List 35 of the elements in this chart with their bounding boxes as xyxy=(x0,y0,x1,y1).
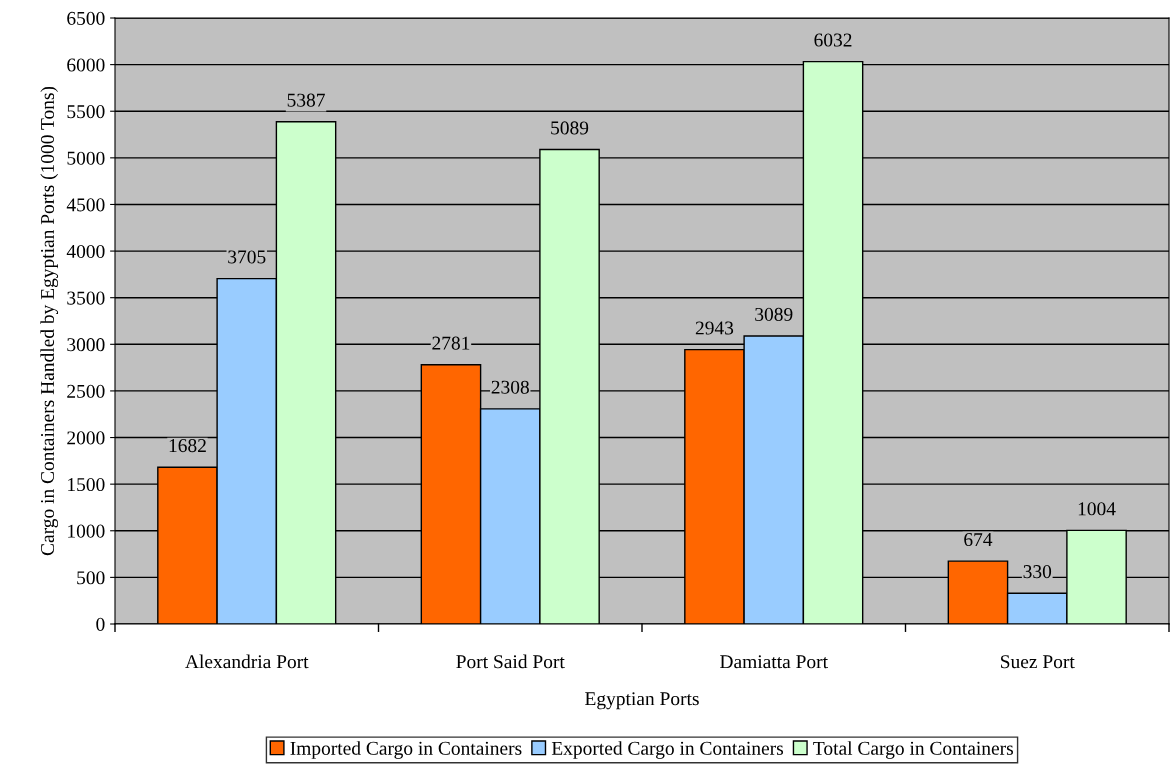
x-tick-label: Damiatta Port xyxy=(720,655,828,669)
data-label: 6032 xyxy=(814,33,852,47)
x-axis-title: Egyptian Ports xyxy=(585,692,699,710)
data-label: 2943 xyxy=(695,321,734,335)
y-tick-label: 4500 xyxy=(66,198,105,212)
y-tick-label: 500 xyxy=(77,571,105,585)
y-tick-label: 2000 xyxy=(67,431,105,445)
x-tick-label: Port Said Port xyxy=(456,654,565,669)
y-tick-label: 1500 xyxy=(68,477,105,492)
data-label: 2308 xyxy=(491,380,529,394)
y-tick-label: 5500 xyxy=(67,105,105,119)
data-label: 1004 xyxy=(1078,502,1116,516)
data-label: 3089 xyxy=(755,307,793,321)
data-label: 5089 xyxy=(551,121,589,135)
y-axis-title: Cargo in Containers Handled by Egyptian Ports (1000 Tons) xyxy=(40,86,59,556)
y-tick-label: 1000 xyxy=(68,524,105,538)
x-tick-label: Alexandria Port xyxy=(185,654,309,669)
legend-label: Total Cargo in Containers xyxy=(813,741,1013,759)
y-tick-label: 3000 xyxy=(67,338,105,352)
x-tick-label: Suez Port xyxy=(1001,655,1075,669)
y-tick-label: 0 xyxy=(96,617,105,631)
legend-label: Imported Cargo in Containers xyxy=(290,741,522,759)
data-label: 5387 xyxy=(287,93,325,107)
data-label: 330 xyxy=(1023,565,1052,579)
data-label: 1682 xyxy=(169,439,206,453)
data-label: 674 xyxy=(964,533,993,547)
y-tick-label: 6500 xyxy=(67,11,105,25)
data-label: 3705 xyxy=(228,250,266,264)
y-tick-label: 3500 xyxy=(67,291,105,305)
y-tick-label: 2500 xyxy=(67,384,105,398)
y-tick-label: 4000 xyxy=(66,244,105,259)
y-tick-label: 5000 xyxy=(67,151,105,165)
data-label: 2781 xyxy=(432,336,470,350)
y-tick-label: 6000 xyxy=(67,58,105,72)
legend-label: Exported Cargo in Containers xyxy=(551,741,784,759)
